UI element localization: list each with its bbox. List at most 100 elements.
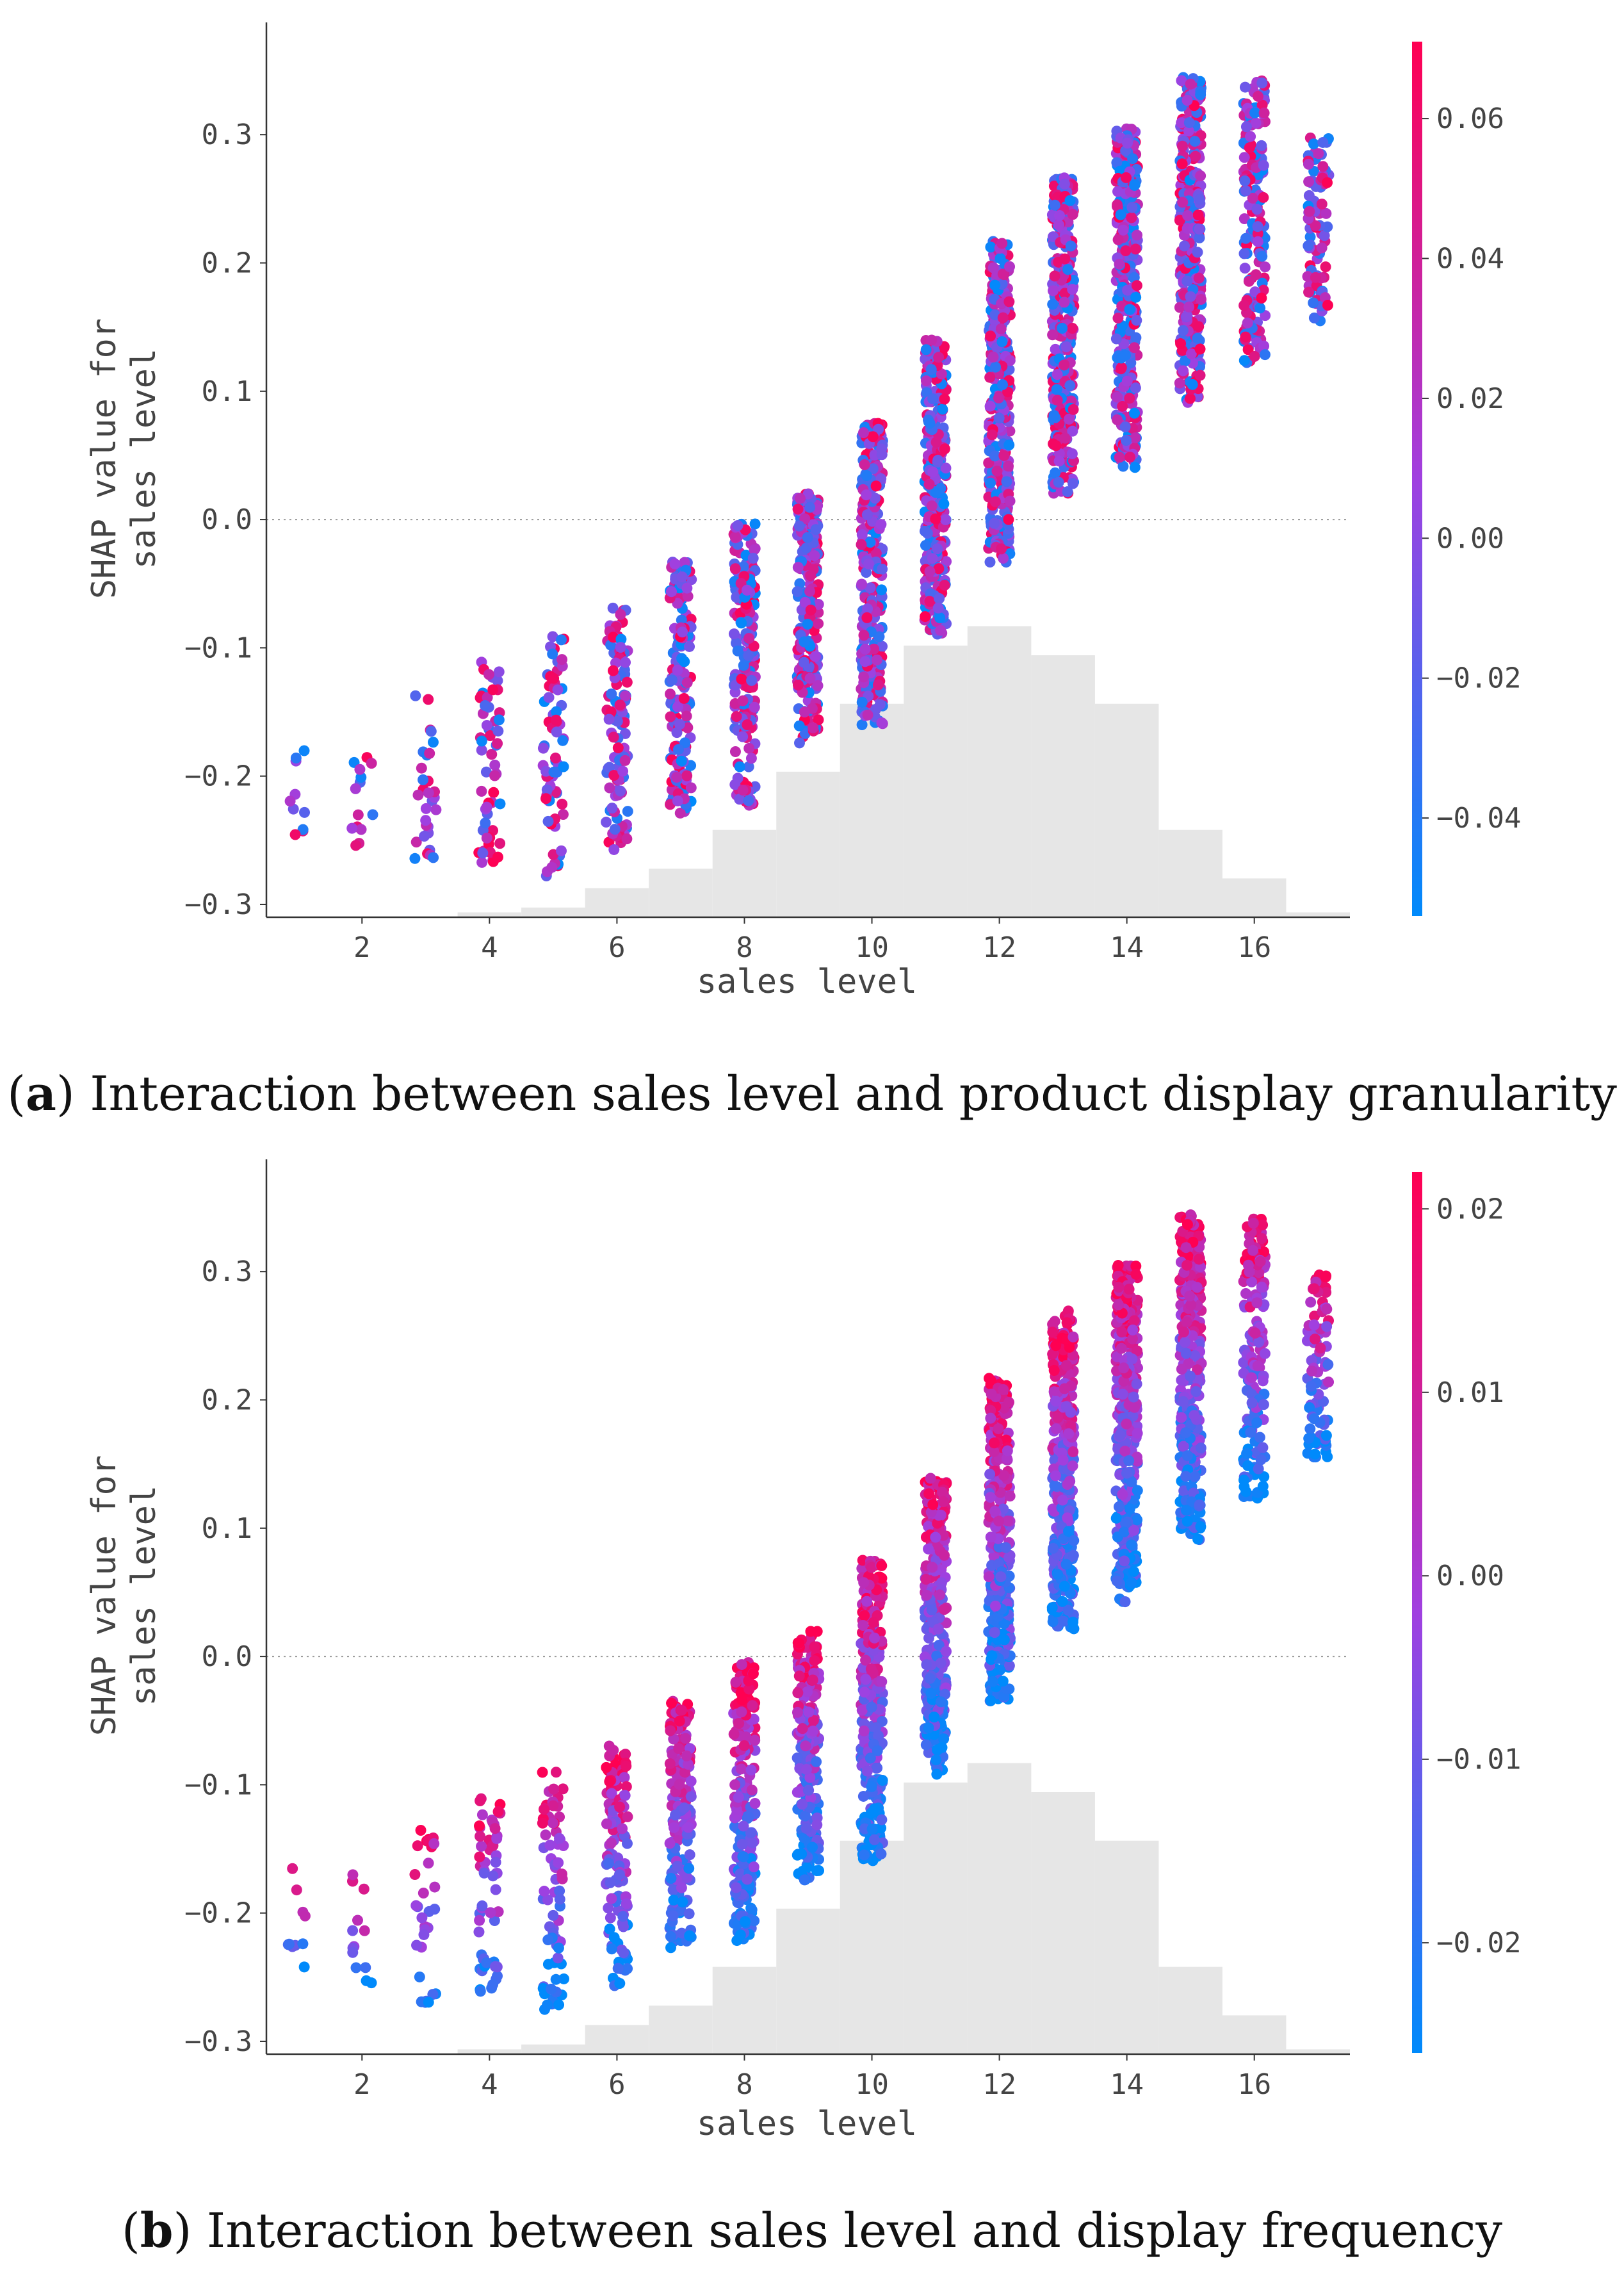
scatter-point xyxy=(355,824,367,835)
scatter-point xyxy=(923,1521,934,1532)
scatter-point xyxy=(1240,233,1251,244)
scatter-point xyxy=(474,1820,485,1832)
scatter-point xyxy=(546,1984,557,1995)
scatter-point xyxy=(993,1423,1004,1435)
scatter-point xyxy=(1003,296,1015,307)
scatter-point xyxy=(543,692,555,703)
scatter-point xyxy=(804,585,816,597)
x-axis-title: sales level xyxy=(697,963,917,1001)
scatter-point xyxy=(489,770,501,781)
scatter-point xyxy=(680,1733,692,1744)
scatter-point xyxy=(428,852,439,863)
scatter-point xyxy=(681,582,693,594)
scatter-point xyxy=(1185,291,1196,302)
scatter-point xyxy=(736,617,747,629)
scatter-point xyxy=(1001,476,1012,487)
scatter-point xyxy=(476,785,487,797)
scatter-point xyxy=(1195,170,1206,181)
scatter-point xyxy=(1174,215,1185,226)
scatter-point xyxy=(920,540,931,551)
scatter-point xyxy=(608,770,620,781)
scatter-point xyxy=(809,1655,820,1667)
scatter-point xyxy=(935,1696,946,1708)
scatter-point xyxy=(1185,78,1196,90)
scatter-point xyxy=(1003,1552,1014,1564)
scatter-point xyxy=(794,493,806,504)
scatter-point xyxy=(1176,158,1188,170)
scatter-point xyxy=(287,1863,298,1874)
scatter-point xyxy=(925,364,937,375)
scatter-point xyxy=(608,731,619,743)
scatter-point xyxy=(1256,140,1267,151)
scatter-point xyxy=(604,1776,615,1787)
scatter-point xyxy=(414,1971,425,1982)
scatter-point xyxy=(606,803,618,814)
scatter-point xyxy=(677,1896,688,1907)
scatter-point xyxy=(614,699,626,711)
scatter-point xyxy=(861,489,872,501)
scatter-point xyxy=(811,1756,822,1768)
scatter-point xyxy=(856,578,868,590)
scatter-point xyxy=(485,1907,496,1918)
scatter-point xyxy=(617,1921,629,1932)
scatter-point xyxy=(1126,202,1138,213)
scatter-point xyxy=(474,1915,485,1926)
scatter-point xyxy=(666,1697,678,1709)
scatter-point xyxy=(1194,232,1205,243)
scatter-point xyxy=(621,833,633,845)
scatter-point xyxy=(1130,243,1141,255)
scatter-point xyxy=(679,737,691,749)
scatter-point xyxy=(921,1659,932,1670)
scatter-point xyxy=(919,525,930,537)
scatter-point xyxy=(863,558,874,569)
histogram-bar xyxy=(585,2025,649,2054)
scatter-point xyxy=(679,656,690,667)
scatter-point xyxy=(805,1626,816,1637)
scatter-point xyxy=(492,675,503,687)
scatter-point xyxy=(793,520,805,532)
scatter-point xyxy=(1240,121,1252,133)
scatter-point xyxy=(1120,435,1132,446)
scatter-point xyxy=(1120,172,1132,183)
scatter-point xyxy=(927,1499,939,1510)
scatter-point xyxy=(861,612,873,623)
scatter-point xyxy=(665,711,676,723)
scatter-point xyxy=(478,1867,490,1879)
scatter-point xyxy=(1238,152,1250,163)
scatter-point xyxy=(558,761,569,772)
scatter-point xyxy=(622,1811,633,1822)
scatter-point xyxy=(920,344,932,355)
scatter-point xyxy=(1128,407,1140,419)
scatter-point xyxy=(483,669,494,680)
scatter-point xyxy=(993,1515,1005,1527)
scatter-point xyxy=(872,1745,883,1756)
scatter-point xyxy=(1258,107,1270,118)
scatter-point xyxy=(552,1952,564,1964)
scatter-point xyxy=(805,604,816,616)
scatter-point xyxy=(802,488,814,500)
scatter-point xyxy=(418,1887,429,1899)
scatter-point xyxy=(799,596,811,608)
scatter-point xyxy=(1255,302,1266,314)
scatter-point xyxy=(1183,117,1195,128)
scatter-point xyxy=(984,372,996,383)
histogram-bar xyxy=(967,626,1032,917)
scatter-point xyxy=(986,1388,997,1400)
scatter-point xyxy=(736,1694,747,1706)
scatter-point xyxy=(1249,107,1261,118)
scatter-point xyxy=(352,809,364,821)
scatter-point xyxy=(1304,231,1316,243)
scatter-point xyxy=(665,688,676,699)
scatter-point xyxy=(924,596,936,607)
scatter-point xyxy=(299,1910,311,1922)
scatter-point xyxy=(347,1869,359,1881)
scatter-point xyxy=(553,1942,564,1954)
scatter-point xyxy=(621,1781,632,1792)
scatter-point xyxy=(668,1822,679,1833)
scatter-point xyxy=(1187,379,1198,390)
scatter-point xyxy=(668,1733,679,1745)
scatter-point xyxy=(346,822,358,834)
scatter-point xyxy=(865,1663,877,1675)
scatter-point xyxy=(430,804,442,815)
scatter-point xyxy=(1247,192,1258,204)
